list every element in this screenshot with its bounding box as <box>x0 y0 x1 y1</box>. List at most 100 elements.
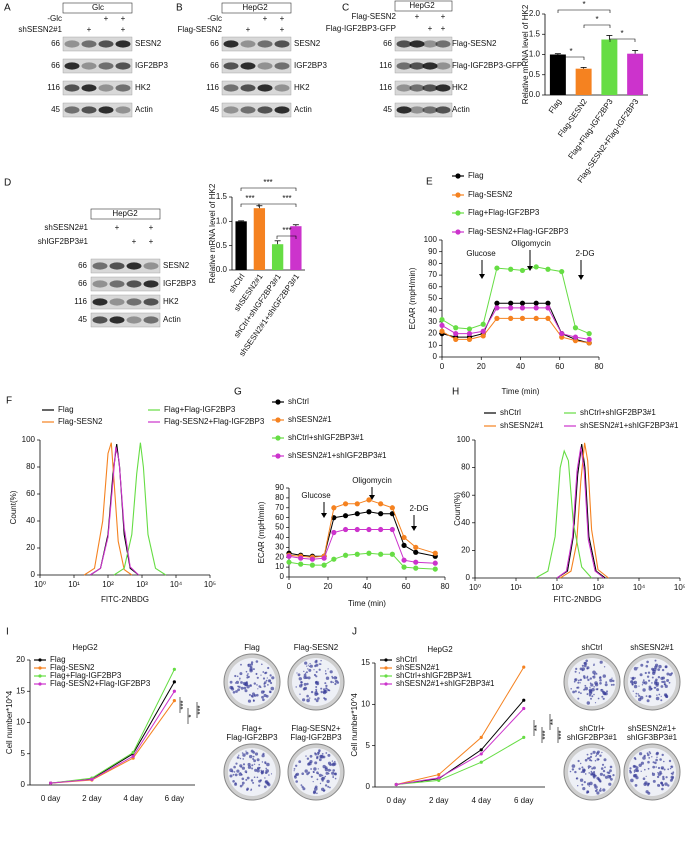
colony <box>239 784 243 788</box>
colony <box>316 792 318 795</box>
colony <box>634 758 637 761</box>
marker <box>522 698 526 702</box>
blot-band <box>257 40 273 48</box>
plate-label: Flag <box>244 643 260 652</box>
colony <box>265 671 268 674</box>
colony <box>602 697 605 700</box>
colony <box>656 751 659 755</box>
colony <box>612 774 615 777</box>
marker <box>172 699 176 703</box>
series-line <box>396 666 525 785</box>
colony <box>589 677 592 680</box>
colony <box>265 767 268 770</box>
series-line <box>288 511 436 557</box>
colony <box>301 772 305 775</box>
colony <box>584 684 587 687</box>
colony <box>589 759 592 762</box>
marker <box>286 559 292 565</box>
colony <box>647 767 650 770</box>
colony <box>271 676 275 680</box>
marker <box>331 529 337 536</box>
marker <box>439 328 445 334</box>
x-tick-label: 2 day <box>429 796 449 805</box>
blot-band <box>109 316 125 324</box>
colony <box>632 764 636 768</box>
colony <box>633 666 638 671</box>
colony <box>667 768 670 771</box>
colony <box>240 686 244 690</box>
colony <box>632 774 637 778</box>
colony <box>260 769 262 772</box>
x-tick-label: 10¹ <box>68 580 80 589</box>
condition-sign: + <box>441 12 446 21</box>
legend-marker <box>275 435 281 441</box>
significance-bracket <box>276 235 297 239</box>
colony <box>252 692 255 696</box>
colony <box>640 663 644 667</box>
colony <box>318 663 321 665</box>
colony <box>239 757 242 760</box>
colony <box>331 675 333 678</box>
y-tick-label: 15 <box>16 686 25 695</box>
colony <box>246 776 250 780</box>
colony <box>331 676 334 679</box>
blot-band <box>64 62 80 70</box>
colony <box>332 769 336 772</box>
marker <box>309 562 315 568</box>
band-label: Flag-IGF2BP3-GFP <box>452 61 522 70</box>
colony <box>250 789 252 791</box>
colony <box>315 663 319 667</box>
colony <box>238 685 241 689</box>
colony <box>305 671 308 674</box>
colony <box>267 684 269 686</box>
colony <box>253 763 256 765</box>
colony <box>265 679 268 682</box>
colony <box>235 680 239 685</box>
colony <box>239 677 241 680</box>
series-line <box>113 442 167 576</box>
colony <box>657 766 661 770</box>
colony <box>606 690 608 693</box>
blot-strip <box>62 102 133 118</box>
colony <box>648 751 651 753</box>
x-tick-label: 4 day <box>471 796 491 805</box>
colony <box>663 760 665 763</box>
colony <box>594 702 597 704</box>
y-tick-label: 2.0 <box>529 9 541 18</box>
colony <box>236 769 240 773</box>
colony <box>640 761 645 765</box>
colony <box>662 784 664 787</box>
colony <box>235 690 238 693</box>
colony <box>252 781 255 784</box>
molecular-weight: 116 <box>47 83 60 92</box>
colony <box>250 779 254 782</box>
marker <box>432 560 438 566</box>
colony <box>597 758 600 761</box>
colony <box>638 685 640 687</box>
colony <box>321 753 324 755</box>
marker <box>286 553 292 559</box>
colony <box>306 665 308 667</box>
blot-band <box>274 40 290 48</box>
colony <box>307 668 309 670</box>
colony <box>572 690 575 694</box>
blot-band <box>257 106 273 114</box>
y-tick-label: 60 <box>461 490 470 499</box>
condition-label: Flag-IGF2BP3-GFP <box>326 24 396 33</box>
colony <box>602 769 606 773</box>
colony <box>603 758 607 762</box>
colony <box>579 682 581 684</box>
significance-bracket <box>557 56 585 60</box>
colony <box>250 694 254 698</box>
marker <box>479 760 483 764</box>
colony <box>652 669 656 674</box>
marker <box>342 501 349 507</box>
colony <box>582 787 586 791</box>
colony <box>240 663 242 666</box>
marker <box>432 550 438 556</box>
colony <box>632 690 634 692</box>
colony <box>656 688 660 692</box>
colony <box>334 760 336 763</box>
colony <box>667 784 670 787</box>
